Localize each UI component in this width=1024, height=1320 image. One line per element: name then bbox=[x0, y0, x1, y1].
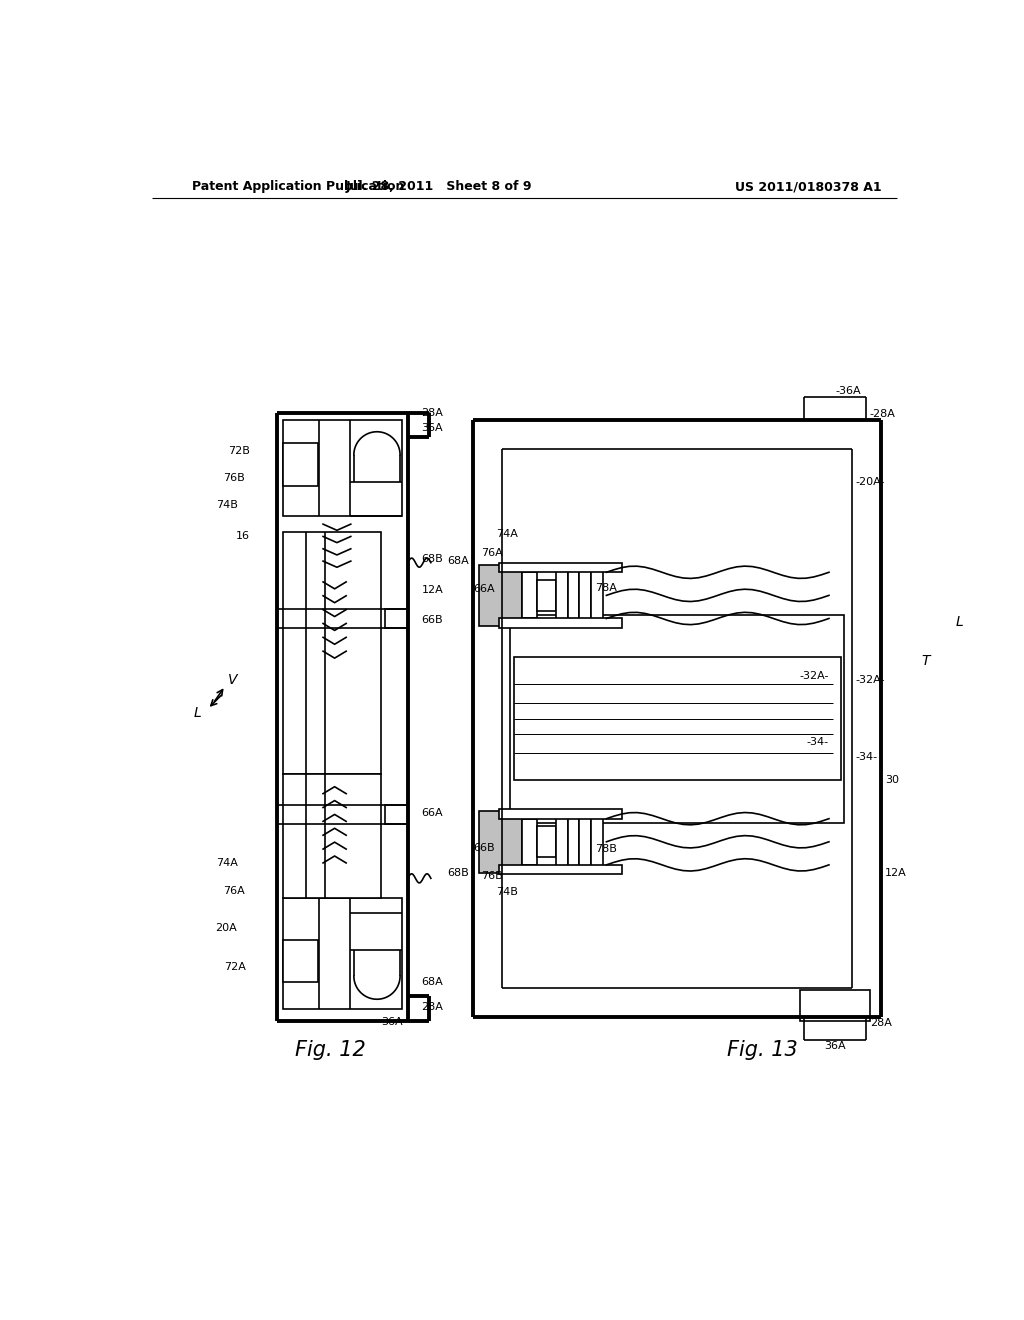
Text: Fig. 12: Fig. 12 bbox=[295, 1040, 367, 1060]
Text: 66B: 66B bbox=[473, 843, 495, 853]
Bar bbox=[385, 805, 408, 825]
Bar bbox=[568, 814, 580, 869]
Bar bbox=[556, 569, 568, 622]
Text: T: T bbox=[921, 653, 930, 668]
Text: -28A: -28A bbox=[869, 409, 896, 418]
Bar bbox=[499, 809, 622, 818]
Bar bbox=[283, 420, 401, 516]
Bar bbox=[283, 532, 381, 775]
Text: 66A: 66A bbox=[422, 808, 443, 818]
Text: 30: 30 bbox=[885, 775, 899, 785]
Text: 28A: 28A bbox=[422, 1002, 443, 1012]
Text: 72A: 72A bbox=[224, 962, 246, 972]
Text: 36A: 36A bbox=[422, 422, 443, 433]
Text: 68A: 68A bbox=[447, 556, 469, 566]
Text: 76A: 76A bbox=[480, 548, 503, 558]
Bar bbox=[499, 564, 622, 573]
Text: US 2011/0180378 A1: US 2011/0180378 A1 bbox=[735, 181, 882, 194]
Text: 74A: 74A bbox=[496, 529, 518, 539]
Text: -34-: -34- bbox=[807, 737, 829, 747]
Bar bbox=[556, 814, 568, 869]
Text: 20A: 20A bbox=[215, 924, 237, 933]
Bar bbox=[385, 609, 408, 628]
Text: -32A-: -32A- bbox=[800, 672, 829, 681]
Bar bbox=[521, 573, 538, 619]
Bar bbox=[479, 565, 521, 626]
Text: L: L bbox=[956, 615, 964, 630]
Bar bbox=[283, 775, 381, 898]
Text: Fig. 13: Fig. 13 bbox=[727, 1040, 798, 1060]
Text: 76A: 76A bbox=[223, 887, 245, 896]
Text: -32A-: -32A- bbox=[856, 675, 886, 685]
Bar bbox=[319, 876, 350, 898]
Text: -36A: -36A bbox=[836, 385, 861, 396]
Bar bbox=[538, 826, 556, 857]
Text: Jul. 28, 2011   Sheet 8 of 9: Jul. 28, 2011 Sheet 8 of 9 bbox=[345, 181, 531, 194]
Text: 76B: 76B bbox=[223, 473, 245, 483]
Text: 12A: 12A bbox=[422, 585, 443, 594]
Bar bbox=[801, 990, 869, 1020]
Text: 68B: 68B bbox=[422, 554, 443, 564]
Text: 76B: 76B bbox=[480, 871, 503, 882]
Bar bbox=[568, 569, 580, 622]
Text: 74A: 74A bbox=[216, 858, 239, 869]
Text: -20A-: -20A- bbox=[856, 477, 886, 487]
Text: 28A: 28A bbox=[422, 408, 443, 417]
Text: 66B: 66B bbox=[422, 615, 443, 626]
Text: 28A: 28A bbox=[870, 1018, 892, 1028]
Bar bbox=[283, 898, 401, 1010]
Text: 16: 16 bbox=[236, 531, 250, 541]
Bar bbox=[580, 569, 591, 622]
Text: 74B: 74B bbox=[496, 887, 518, 896]
Text: 68A: 68A bbox=[422, 977, 443, 987]
Bar bbox=[319, 533, 350, 554]
Bar bbox=[580, 814, 591, 869]
Text: 78A: 78A bbox=[595, 582, 616, 593]
Bar bbox=[538, 579, 556, 611]
Text: Patent Application Publication: Patent Application Publication bbox=[193, 181, 404, 194]
Bar bbox=[521, 818, 538, 865]
Bar bbox=[499, 865, 622, 874]
Text: 68B: 68B bbox=[447, 867, 469, 878]
Bar bbox=[283, 444, 317, 486]
Text: 36A: 36A bbox=[382, 1018, 403, 1027]
Text: L: L bbox=[194, 706, 202, 719]
Text: V: V bbox=[228, 673, 238, 686]
Bar bbox=[510, 615, 845, 822]
Text: 12A: 12A bbox=[885, 867, 907, 878]
Text: 36A: 36A bbox=[824, 1041, 846, 1051]
Text: 66A: 66A bbox=[473, 585, 495, 594]
Bar bbox=[283, 940, 317, 982]
Bar bbox=[591, 814, 602, 869]
Bar bbox=[479, 810, 521, 873]
Text: -34-: -34- bbox=[856, 752, 878, 762]
Bar bbox=[514, 657, 841, 780]
Bar bbox=[499, 619, 622, 628]
Text: 72B: 72B bbox=[228, 446, 250, 455]
Text: 78B: 78B bbox=[595, 845, 616, 854]
Text: 74B: 74B bbox=[216, 500, 239, 510]
Bar bbox=[591, 569, 602, 622]
